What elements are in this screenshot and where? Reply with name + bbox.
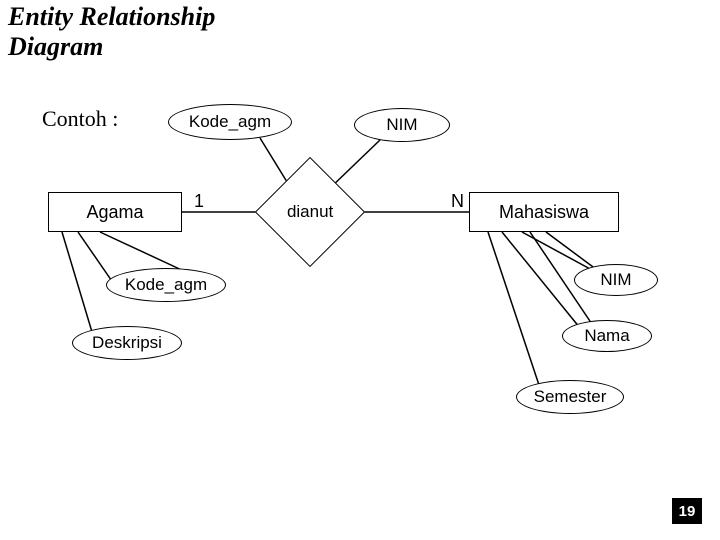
attr-kode-agm-bot-label: Kode_agm xyxy=(125,275,207,295)
attr-nama: Nama xyxy=(562,320,652,352)
attr-kode-agm-top: Kode_agm xyxy=(168,104,292,140)
attr-semester: Semester xyxy=(516,380,624,414)
attr-nim-bot-label: NIM xyxy=(600,270,631,290)
attr-nim-top: NIM xyxy=(354,108,450,142)
relationship-label: dianut xyxy=(287,202,333,222)
entity-mahasiswa-label: Mahasiswa xyxy=(499,202,589,223)
page-title: Entity Relationship Diagram xyxy=(8,2,215,62)
attr-kode-agm-top-label: Kode_agm xyxy=(189,112,271,132)
entity-agama: Agama xyxy=(48,192,182,232)
entity-mahasiswa: Mahasiswa xyxy=(469,192,619,232)
attr-deskripsi: Deskripsi xyxy=(72,326,182,360)
subtitle: Contoh : xyxy=(42,106,118,132)
page-number: 19 xyxy=(672,498,702,524)
attr-nama-label: Nama xyxy=(584,326,629,346)
title-line2: Diagram xyxy=(8,32,215,62)
attr-semester-label: Semester xyxy=(534,387,607,407)
attr-deskripsi-label: Deskripsi xyxy=(92,333,162,353)
relationship-dianut: dianut xyxy=(255,157,365,267)
cardinality-right: N xyxy=(451,191,464,212)
entity-agama-label: Agama xyxy=(86,202,143,223)
attr-kode-agm-bot: Kode_agm xyxy=(106,268,226,302)
cardinality-left: 1 xyxy=(194,191,204,212)
attr-nim-bot: NIM xyxy=(574,264,658,296)
attr-nim-top-label: NIM xyxy=(386,115,417,135)
title-line1: Entity Relationship xyxy=(8,2,215,32)
